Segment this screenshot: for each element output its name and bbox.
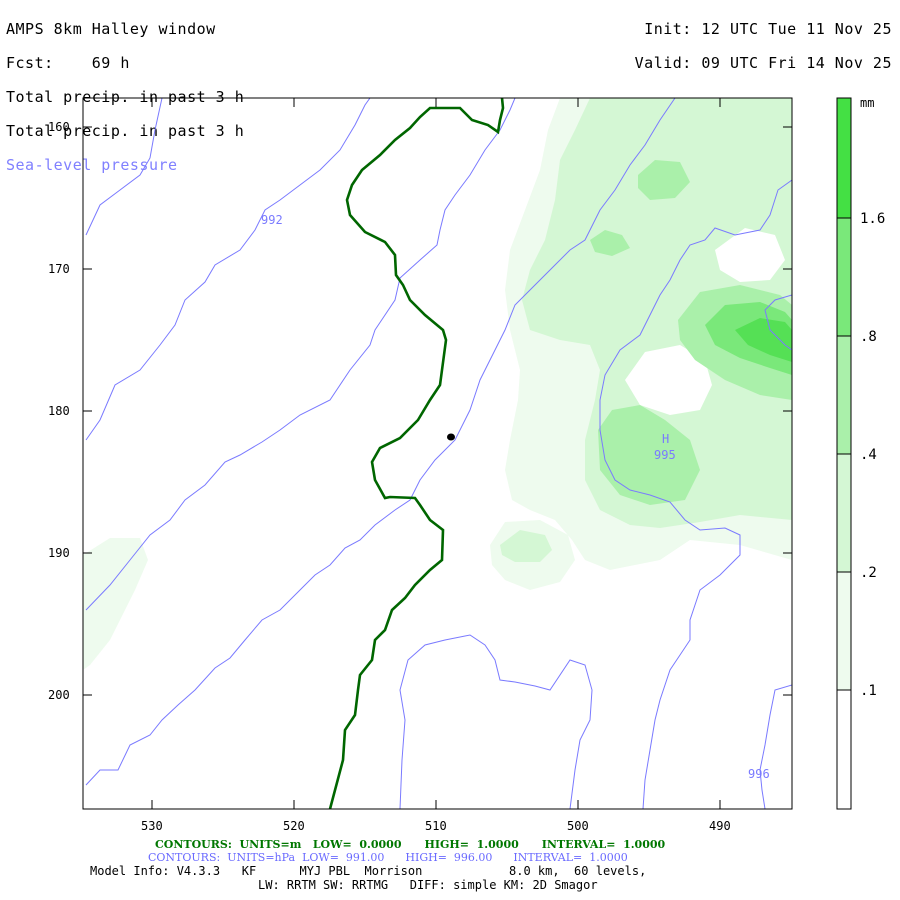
contour-info-coastline: CONTOURS: UNITS=m LOW= 0.0000 HIGH= 1.00… <box>155 838 666 851</box>
colorbar-label: .4 <box>860 447 877 463</box>
colorbar-bin <box>837 218 851 336</box>
isobar-line <box>85 98 163 236</box>
colorbar-label: .2 <box>860 565 877 581</box>
y-tick-label: 180 <box>48 404 70 418</box>
precip-shading: 992 H 995 996 <box>83 98 792 809</box>
colorbar-bin <box>837 454 851 572</box>
isobar-line <box>759 684 792 809</box>
valid-value: 09 UTC Fri 14 Nov 25 <box>701 54 892 72</box>
isobar-label-995: 995 <box>654 448 676 462</box>
header-right: Init: 12 UTC Tue 11 Nov 25 Valid: 09 UTC… <box>635 4 892 89</box>
y-tick-label: 200 <box>48 688 70 702</box>
contour-info-isobars: CONTOURS: UNITS=hPa LOW= 991.00 HIGH= 99… <box>148 851 628 864</box>
y-tick-label: 160 <box>48 120 70 134</box>
precip-area-mid-2 <box>500 530 552 562</box>
y-tick-label: 170 <box>48 262 70 276</box>
colorbar-bin <box>837 690 851 809</box>
isobar-line <box>399 634 593 809</box>
forecast-label: Fcst: <box>6 54 54 72</box>
field-label-slp: Sea-level pressure <box>6 156 178 174</box>
isobar-line <box>85 98 516 611</box>
y-axis: 160 170 180 190 200 <box>48 120 792 702</box>
field-label-precip-2: Total precip. in past 3 h <box>6 122 245 140</box>
precip-area-mid <box>522 98 792 528</box>
init-label: Init: <box>644 20 692 38</box>
valid-label: Valid: <box>634 54 692 72</box>
x-tick-label: 520 <box>283 819 305 833</box>
valid-time: Valid: 09 UTC Fri 14 Nov 25 <box>635 55 892 72</box>
isobar-line <box>85 98 676 786</box>
x-tick-label: 510 <box>425 819 447 833</box>
precip-hole <box>625 345 712 415</box>
precip-area-light-3 <box>83 538 148 670</box>
forecast-hour: Fcst: 69 h <box>6 55 244 72</box>
precip-area-high <box>598 405 700 505</box>
map-frame <box>82 97 793 810</box>
precip-area-peak-core <box>735 318 792 362</box>
init-time: Init: 12 UTC Tue 11 Nov 25 <box>635 21 892 38</box>
x-tick-label: 490 <box>709 819 731 833</box>
colorbar: mm .1 .2 .4 .8 1.6 <box>836 96 885 810</box>
forecast-value: 69 h <box>91 54 130 72</box>
isobar-line <box>764 294 792 351</box>
header-left: AMPS 8km Halley window Fcst: 69 h Total … <box>6 4 244 191</box>
precip-area-high-4 <box>590 230 630 256</box>
x-tick-label: 500 <box>567 819 589 833</box>
colorbar-label: 1.6 <box>860 211 885 227</box>
x-axis: 530 520 510 500 490 <box>141 98 731 833</box>
isobar-label-992: 992 <box>261 213 283 227</box>
colorbar-label: .8 <box>860 329 877 345</box>
physics-info: LW: RRTM SW: RRTMG DIFF: simple KM: 2D S… <box>258 878 598 892</box>
precip-hole-2 <box>715 228 785 282</box>
colorbar-bin <box>837 98 851 218</box>
y-tick-label: 190 <box>48 546 70 560</box>
map-title: AMPS 8km Halley window <box>6 20 216 38</box>
isobar-label-996: 996 <box>748 767 770 781</box>
init-value: 12 UTC Tue 11 Nov 25 <box>701 20 892 38</box>
coastline <box>328 98 505 809</box>
colorbar-unit: mm <box>860 96 874 110</box>
x-tick-label: 530 <box>141 819 163 833</box>
colorbar-label: .1 <box>860 683 877 699</box>
model-info: Model Info: V4.3.3 KF MYJ PBL Morrison 8… <box>90 864 647 878</box>
precip-area-high-3 <box>638 160 690 200</box>
isobars <box>85 98 792 809</box>
high-marker: H <box>662 432 669 446</box>
field-label-precip-1: Total precip. in past 3 h <box>6 88 245 106</box>
isobar-line <box>599 179 792 809</box>
isobar-line <box>85 98 371 441</box>
colorbar-bin <box>837 336 851 454</box>
station-marker <box>447 433 455 441</box>
colorbar-bin <box>837 572 851 690</box>
